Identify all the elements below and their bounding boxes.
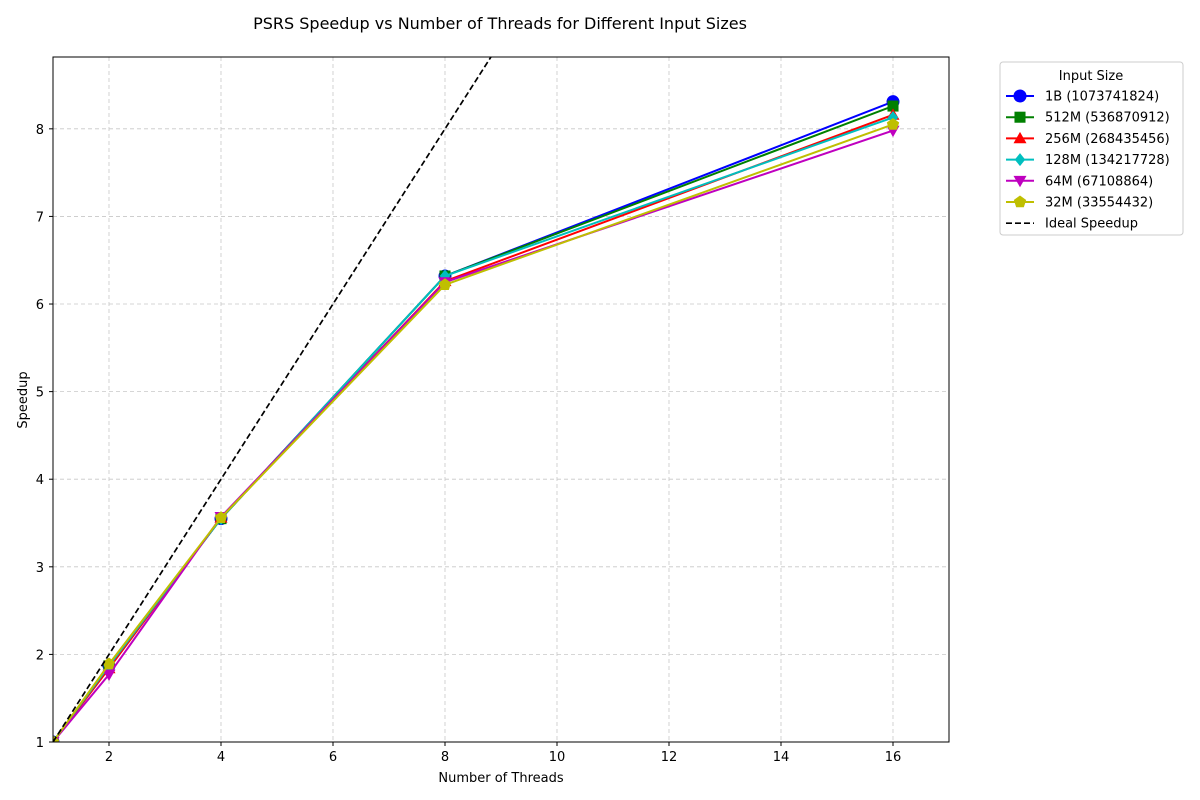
- data-point-s5-3: [438, 278, 452, 291]
- grid-lines: [53, 57, 949, 743]
- series-line-5: [53, 123, 894, 742]
- x-tick-label: 2: [105, 750, 113, 765]
- y-tick-label: 1: [36, 736, 44, 751]
- y-tick-label: 7: [36, 210, 44, 225]
- x-tick-label: 8: [441, 750, 449, 765]
- legend-label-4: 64M (67108864): [1045, 174, 1153, 189]
- y-tick-label: 6: [36, 298, 44, 313]
- data-point-s5-1: [102, 657, 116, 670]
- ideal-speedup-line: [53, 57, 492, 742]
- legend-label-0: 1B (1073741824): [1045, 90, 1159, 105]
- y-tick-label: 4: [36, 473, 44, 488]
- legend-label-5: 32M (33554432): [1045, 196, 1153, 211]
- legend-label-3: 128M (134217728): [1045, 153, 1170, 168]
- legend-marker-4: [1013, 175, 1027, 188]
- data-point-s1-4: [887, 100, 899, 112]
- x-tick-label: 4: [217, 750, 225, 765]
- x-tick-label: 6: [329, 750, 337, 765]
- data-point-s5-4: [886, 117, 900, 130]
- y-tick-label: 3: [36, 561, 44, 576]
- x-axis-label: Number of Threads: [438, 771, 563, 786]
- legend-marker-2: [1013, 131, 1027, 144]
- y-axis-label: Speedup: [16, 371, 31, 428]
- x-tick-label: 10: [549, 750, 566, 765]
- legend-title: Input Size: [1059, 69, 1123, 84]
- series-line-3: [53, 116, 894, 742]
- y-tick-label: 8: [36, 123, 44, 138]
- legend-label-1: 512M (536870912): [1045, 111, 1170, 126]
- legend-box: [999, 61, 1184, 236]
- series-group: [53, 57, 900, 742]
- legend-label-2: 256M (268435456): [1045, 132, 1170, 147]
- legend-marker-1: [1014, 111, 1026, 123]
- x-tick-label: 14: [773, 750, 790, 765]
- legend: Input Size 1B (1073741824) 512M (53687091…: [999, 61, 1184, 236]
- series-line-0: [53, 100, 894, 742]
- legend-label-ideal: Ideal Speedup: [1045, 217, 1138, 232]
- series-line-2: [53, 113, 894, 742]
- plot-frame: [52, 56, 950, 743]
- legend-marker-5: [1013, 195, 1027, 208]
- chart-title: PSRS Speedup vs Number of Threads for Di…: [253, 14, 747, 33]
- data-point-s4-1: [102, 669, 116, 682]
- legend-marker-0: [1013, 89, 1027, 103]
- x-tick-label: 16: [885, 750, 902, 765]
- y-tick-label: 2: [36, 648, 44, 663]
- data-point-s5-2: [214, 511, 228, 524]
- y-tick-label: 5: [36, 386, 44, 401]
- series-line-1: [53, 105, 894, 742]
- series-line-4: [53, 129, 894, 742]
- x-tick-label: 12: [661, 750, 678, 765]
- legend-marker-3: [1014, 153, 1026, 167]
- plot-area: [53, 57, 900, 742]
